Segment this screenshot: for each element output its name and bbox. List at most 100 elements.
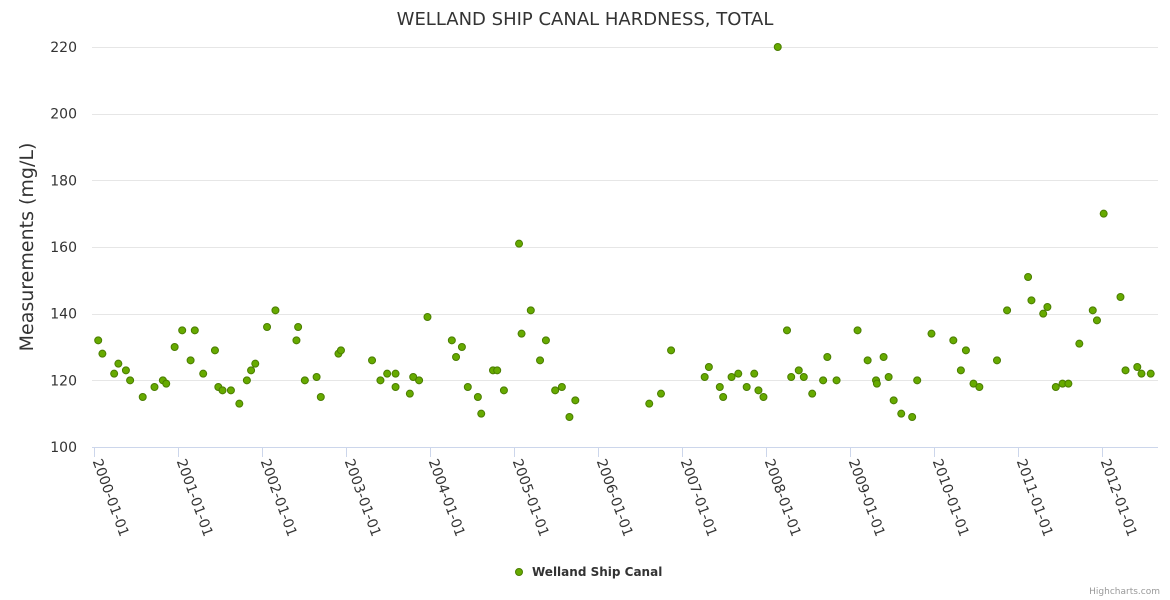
data-point[interactable] bbox=[292, 336, 301, 345]
data-point[interactable] bbox=[993, 356, 1001, 365]
data-point[interactable] bbox=[754, 386, 763, 395]
data-point[interactable] bbox=[1146, 369, 1155, 378]
data-point[interactable] bbox=[271, 306, 280, 315]
data-point[interactable] bbox=[300, 376, 309, 385]
data-point[interactable] bbox=[551, 386, 560, 395]
data-point[interactable] bbox=[251, 359, 260, 368]
data-point[interactable] bbox=[956, 366, 965, 375]
data-point[interactable] bbox=[368, 356, 377, 365]
data-point[interactable] bbox=[218, 386, 227, 395]
data-point[interactable] bbox=[1024, 273, 1033, 281]
data-point[interactable] bbox=[884, 373, 893, 381]
data-point[interactable] bbox=[499, 386, 508, 395]
data-point[interactable] bbox=[226, 386, 235, 395]
data-point[interactable] bbox=[210, 346, 219, 355]
data-point[interactable] bbox=[199, 369, 208, 378]
data-point[interactable] bbox=[376, 376, 385, 385]
data-point[interactable] bbox=[98, 349, 107, 358]
data-point[interactable] bbox=[447, 336, 456, 345]
data-point[interactable] bbox=[316, 393, 325, 401]
data-point[interactable] bbox=[457, 343, 466, 351]
data-point[interactable] bbox=[1121, 366, 1130, 375]
data-point[interactable] bbox=[819, 376, 828, 385]
data-point[interactable] bbox=[645, 399, 654, 408]
data-point[interactable] bbox=[808, 389, 817, 398]
data-point[interactable] bbox=[1092, 316, 1101, 325]
data-point[interactable] bbox=[783, 326, 791, 335]
data-point[interactable] bbox=[889, 396, 898, 405]
data-point[interactable] bbox=[391, 383, 400, 391]
data-point[interactable] bbox=[423, 313, 432, 321]
data-point[interactable] bbox=[294, 323, 303, 331]
data-point[interactable] bbox=[409, 373, 418, 381]
data-point[interactable] bbox=[750, 369, 759, 378]
data-point[interactable] bbox=[727, 373, 736, 381]
data-point[interactable] bbox=[787, 373, 796, 381]
data-point[interactable] bbox=[759, 393, 768, 401]
data-point[interactable] bbox=[927, 329, 936, 338]
data-point[interactable] bbox=[700, 373, 709, 381]
data-point[interactable] bbox=[734, 369, 743, 378]
data-point[interactable] bbox=[138, 393, 147, 401]
data-point[interactable] bbox=[515, 239, 524, 248]
data-point[interactable] bbox=[897, 409, 906, 418]
data-point[interactable] bbox=[704, 363, 713, 371]
data-point[interactable] bbox=[517, 329, 526, 338]
data-point[interactable] bbox=[247, 366, 256, 375]
data-point[interactable] bbox=[715, 383, 724, 391]
series-welland-ship-canal[interactable] bbox=[94, 43, 1155, 421]
data-point[interactable] bbox=[178, 326, 187, 335]
data-point[interactable] bbox=[126, 376, 135, 385]
data-point[interactable] bbox=[405, 389, 414, 398]
data-point[interactable] bbox=[186, 356, 195, 365]
data-point[interactable] bbox=[969, 379, 978, 388]
data-point[interactable] bbox=[235, 399, 244, 408]
data-point[interactable] bbox=[1133, 363, 1142, 371]
data-point[interactable] bbox=[94, 336, 103, 345]
credits-link[interactable]: Highcharts.com bbox=[1089, 587, 1160, 597]
data-point[interactable] bbox=[312, 373, 321, 381]
data-point[interactable] bbox=[1064, 379, 1073, 388]
data-point[interactable] bbox=[913, 376, 922, 385]
data-point[interactable] bbox=[667, 346, 676, 355]
data-point[interactable] bbox=[1043, 303, 1052, 311]
legend-marker-welland-ship-canal[interactable] bbox=[515, 568, 523, 576]
data-point[interactable] bbox=[1137, 369, 1146, 378]
data-point[interactable] bbox=[908, 413, 917, 421]
data-point[interactable] bbox=[452, 353, 461, 361]
data-point[interactable] bbox=[536, 356, 545, 365]
data-point[interactable] bbox=[657, 389, 665, 398]
data-point[interactable] bbox=[541, 336, 550, 345]
data-point[interactable] bbox=[794, 366, 803, 375]
data-point[interactable] bbox=[391, 369, 400, 378]
data-point[interactable] bbox=[565, 413, 574, 421]
data-point[interactable] bbox=[742, 383, 751, 391]
data-point[interactable] bbox=[832, 376, 841, 385]
data-point[interactable] bbox=[242, 376, 251, 385]
data-point[interactable] bbox=[1039, 309, 1048, 318]
data-point[interactable] bbox=[526, 306, 535, 315]
data-point[interactable] bbox=[1116, 293, 1125, 301]
data-point[interactable] bbox=[114, 359, 123, 368]
data-point[interactable] bbox=[557, 383, 566, 391]
data-point[interactable] bbox=[190, 326, 199, 335]
data-point[interactable] bbox=[1051, 383, 1060, 391]
data-point[interactable] bbox=[1075, 339, 1084, 348]
data-point[interactable] bbox=[571, 396, 580, 405]
data-point[interactable] bbox=[383, 369, 392, 378]
data-point[interactable] bbox=[1003, 306, 1012, 315]
data-point[interactable] bbox=[150, 383, 159, 391]
data-point[interactable] bbox=[493, 366, 502, 375]
data-point[interactable] bbox=[162, 379, 171, 388]
data-point[interactable] bbox=[415, 376, 424, 385]
data-point[interactable] bbox=[170, 343, 179, 351]
data-point[interactable] bbox=[473, 393, 482, 401]
data-point[interactable] bbox=[121, 366, 130, 375]
data-point[interactable] bbox=[263, 323, 272, 331]
data-point[interactable] bbox=[823, 353, 832, 361]
data-point[interactable] bbox=[719, 393, 728, 401]
data-point[interactable] bbox=[773, 43, 782, 51]
data-point[interactable] bbox=[961, 346, 970, 355]
data-point[interactable] bbox=[949, 336, 958, 345]
data-point[interactable] bbox=[477, 409, 486, 418]
